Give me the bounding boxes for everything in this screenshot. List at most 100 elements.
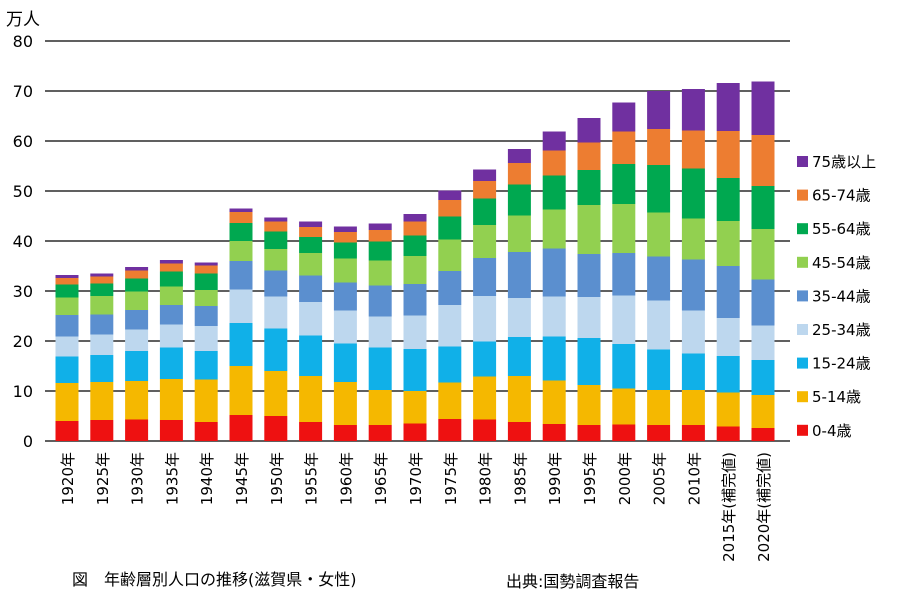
legend-label-1: 75歳以上 — [812, 153, 876, 171]
bar-segment-20-1 — [716, 426, 740, 441]
bar-segment-12-6 — [438, 239, 462, 271]
bar-segment-3-8 — [125, 270, 149, 279]
bar-segment-1-1 — [55, 421, 79, 441]
y-tick-label-10: 10 — [13, 382, 33, 401]
bar-segment-3-9 — [125, 267, 149, 271]
legend-label-6: 25-34歳 — [812, 321, 871, 339]
bar-segment-6-1 — [229, 415, 253, 441]
bar-segment-4-7 — [159, 271, 183, 287]
bar-segment-5-1 — [194, 422, 218, 441]
bar-segment-2-2 — [90, 382, 114, 420]
bar-segment-14-7 — [507, 184, 531, 216]
bar-segment-11-4 — [403, 315, 427, 349]
bar-segment-19-6 — [681, 218, 705, 260]
y-axis-unit-label: 万人 — [6, 10, 40, 30]
bar-segment-7-6 — [264, 249, 288, 271]
bar-segment-11-6 — [403, 256, 427, 284]
bar-segment-10-2 — [368, 390, 392, 425]
bar-segment-17-9 — [612, 102, 636, 132]
bar-segment-10-9 — [368, 223, 392, 230]
bar-segment-18-9 — [647, 91, 671, 129]
bar-segment-18-8 — [647, 129, 671, 165]
bar-segment-7-7 — [264, 231, 288, 249]
bar-segment-21-5 — [751, 279, 775, 326]
bar-segment-21-2 — [751, 395, 775, 428]
bars — [55, 81, 775, 441]
bar-segment-5-2 — [194, 379, 218, 422]
bar-segment-14-9 — [507, 149, 531, 163]
bar-segment-19-8 — [681, 130, 705, 169]
bar-segment-14-5 — [507, 252, 531, 298]
legend-swatch-2 — [797, 189, 808, 201]
bar-segment-6-3 — [229, 323, 253, 366]
bar-segment-21-7 — [751, 186, 775, 229]
bar-segment-8-6 — [299, 253, 323, 276]
bar-segment-3-6 — [125, 291, 149, 310]
bar-segment-8-2 — [299, 376, 323, 422]
bar-segment-8-5 — [299, 275, 323, 302]
bar-segment-18-2 — [647, 390, 671, 425]
bar-segment-11-9 — [403, 214, 427, 222]
bar-segment-8-4 — [299, 302, 323, 336]
bar-segment-2-4 — [90, 334, 114, 355]
bar-segment-6-2 — [229, 366, 253, 415]
bar-segment-7-2 — [264, 371, 288, 416]
bar-segment-6-7 — [229, 223, 253, 241]
figure-caption: 図 年齢層別人口の推移(滋賀県・女性) — [72, 570, 357, 589]
bar-segment-18-4 — [647, 300, 671, 350]
bar-segment-2-7 — [90, 283, 114, 296]
legend-label-5: 35-44歳 — [812, 287, 871, 305]
bar-segment-2-5 — [90, 314, 114, 335]
x-axis-ticks: 1920年 1925年 1930年 1935年 1940年 1945年 1950年 1955年… — [59, 452, 773, 562]
legend: 75歳以上 65-74歳 55-64歳 45-54歳 35-44歳 25-34歳 15-24… — [797, 153, 876, 440]
bar-segment-2-1 — [90, 420, 114, 441]
x-tick-label-17: 2000年 — [616, 452, 634, 505]
y-axis-ticks: 0 10 20 30 40 50 60 70 80 — [13, 32, 33, 451]
bar-segment-7-5 — [264, 270, 288, 297]
bar-segment-7-1 — [264, 416, 288, 441]
bar-segment-19-7 — [681, 168, 705, 219]
bar-segment-3-1 — [125, 419, 149, 441]
bar-segment-16-2 — [577, 385, 601, 425]
bar-segment-15-3 — [542, 336, 566, 381]
y-tick-label-0: 0 — [23, 432, 33, 451]
bar-segment-7-3 — [264, 328, 288, 371]
x-tick-label-10: 1965年 — [372, 452, 390, 505]
bar-segment-5-7 — [194, 273, 218, 290]
bar-segment-10-8 — [368, 230, 392, 242]
bar-segment-5-9 — [194, 262, 218, 266]
bar-segment-12-8 — [438, 200, 462, 217]
bar-segment-13-5 — [473, 258, 497, 296]
bar-segment-17-8 — [612, 131, 636, 164]
x-tick-label-4: 1935年 — [163, 452, 181, 505]
bar-segment-16-6 — [577, 205, 601, 254]
bar-segment-20-6 — [716, 221, 740, 266]
bar-segment-13-7 — [473, 198, 497, 225]
bar-segment-5-6 — [194, 290, 218, 306]
bar-segment-9-6 — [333, 258, 357, 283]
x-tick-label-1: 1920年 — [59, 452, 77, 505]
bar-segment-9-7 — [333, 242, 357, 259]
bar-segment-3-4 — [125, 329, 149, 351]
legend-label-9: 0-4歳 — [812, 422, 852, 440]
bar-segment-15-2 — [542, 380, 566, 424]
bar-segment-5-3 — [194, 351, 218, 380]
bar-segment-15-9 — [542, 131, 566, 151]
x-tick-label-6: 1945年 — [233, 452, 251, 505]
y-tick-label-20: 20 — [13, 332, 33, 351]
bar-segment-15-5 — [542, 248, 566, 297]
bar-segment-14-3 — [507, 337, 531, 376]
bar-segment-2-3 — [90, 355, 114, 382]
bar-segment-4-6 — [159, 286, 183, 305]
bar-segment-13-6 — [473, 225, 497, 258]
bar-segment-8-3 — [299, 335, 323, 376]
bar-segment-12-4 — [438, 305, 462, 347]
bar-segment-6-6 — [229, 241, 253, 261]
bar-segment-6-8 — [229, 212, 253, 223]
bar-segment-9-4 — [333, 310, 357, 344]
bar-segment-10-3 — [368, 347, 392, 390]
legend-swatch-6 — [797, 324, 808, 335]
legend-label-4: 45-54歳 — [812, 254, 871, 272]
x-tick-label-14: 1985年 — [511, 452, 529, 505]
legend-label-2: 65-74歳 — [812, 187, 871, 205]
